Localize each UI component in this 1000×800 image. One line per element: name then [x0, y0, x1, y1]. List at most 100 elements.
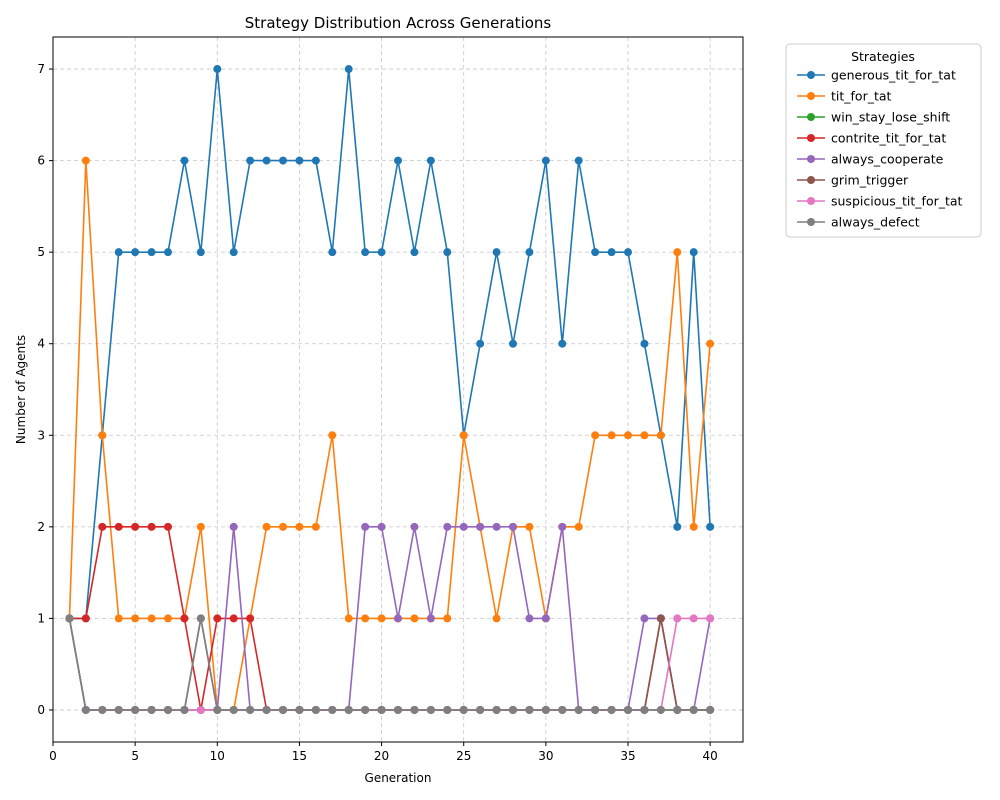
data-point: [328, 705, 337, 714]
data-point: [328, 431, 337, 440]
y-tick-label: 3: [37, 428, 45, 442]
legend-label: grim_trigger: [831, 173, 909, 188]
y-axis-label: Number of Agents: [14, 335, 28, 444]
data-point: [558, 339, 567, 348]
data-point: [607, 705, 616, 714]
data-point: [443, 522, 452, 531]
data-point: [311, 522, 320, 531]
legend-marker: [807, 197, 815, 205]
data-point: [574, 705, 583, 714]
series-always_defect: [65, 614, 715, 714]
series-win_stay_lose_shift: [65, 614, 715, 714]
data-point: [196, 248, 205, 257]
y-tick-label: 7: [37, 62, 45, 76]
data-point: [246, 705, 255, 714]
data-point: [361, 614, 370, 623]
data-point: [131, 522, 140, 531]
legend-label: contrite_tit_for_tat: [831, 131, 946, 146]
data-point: [311, 705, 320, 714]
data-point: [558, 705, 567, 714]
data-point: [624, 431, 632, 440]
data-point: [344, 65, 353, 74]
data-point: [279, 522, 287, 531]
data-point: [624, 248, 632, 257]
y-tick-label: 4: [37, 337, 45, 351]
data-point: [377, 522, 386, 531]
data-point: [131, 248, 140, 257]
data-point: [180, 614, 189, 623]
data-point: [607, 248, 616, 257]
data-point: [262, 156, 271, 165]
data-point: [410, 522, 419, 531]
data-point: [147, 522, 156, 531]
data-point: [229, 614, 238, 623]
data-point: [525, 248, 534, 257]
data-point: [706, 339, 715, 348]
data-point: [476, 705, 485, 714]
data-point: [81, 705, 90, 714]
series-line: [68, 618, 711, 711]
data-point: [377, 614, 386, 623]
data-point: [706, 614, 715, 623]
legend-marker: [807, 155, 815, 163]
data-point: [180, 705, 189, 714]
legend-item: always_cooperate: [797, 152, 944, 167]
data-point: [574, 522, 583, 531]
grid: [52, 37, 743, 742]
data-point: [689, 522, 698, 531]
data-point: [164, 522, 172, 531]
x-tick-label: 35: [620, 749, 635, 763]
y-tick-label: 2: [37, 520, 45, 534]
x-tick-label: 10: [210, 749, 225, 763]
x-axis-label: Generation: [365, 771, 432, 785]
data-point: [706, 705, 715, 714]
legend-marker: [807, 71, 815, 79]
data-point: [706, 522, 715, 531]
legend-label: generous_tit_for_tat: [831, 68, 956, 83]
data-point: [509, 339, 517, 348]
data-point: [164, 705, 172, 714]
legend-item: suspicious_tit_for_tat: [797, 194, 963, 209]
data-point: [443, 705, 452, 714]
data-point: [459, 431, 468, 440]
chart-title: Strategy Distribution Across Generations: [245, 14, 552, 32]
data-point: [164, 614, 172, 623]
x-tick-label: 30: [538, 749, 553, 763]
legend-marker: [807, 176, 815, 184]
data-point: [394, 156, 402, 165]
data-point: [361, 522, 370, 531]
y-tick-label: 5: [37, 245, 45, 259]
data-point: [114, 248, 123, 257]
data-point: [394, 705, 402, 714]
legend-title: Strategies: [851, 49, 915, 64]
data-point: [459, 705, 468, 714]
axis-ticks: 0 5 10 15 20 25 30 35 40 0 1 2 3 4 5 6 7: [37, 62, 717, 763]
data-point: [98, 431, 107, 440]
y-tick-label: 1: [37, 611, 45, 625]
data-point: [98, 705, 107, 714]
data-point: [295, 705, 304, 714]
data-point: [164, 248, 172, 257]
x-tick-label: 25: [456, 749, 471, 763]
data-point: [443, 248, 452, 257]
data-point: [509, 522, 517, 531]
data-point: [607, 431, 616, 440]
data-point: [344, 614, 353, 623]
data-point: [624, 705, 632, 714]
legend-marker: [807, 92, 815, 100]
data-point: [81, 156, 90, 165]
data-point: [114, 522, 123, 531]
legend-item: contrite_tit_for_tat: [797, 131, 946, 146]
plot-frame: [52, 36, 744, 743]
data-point: [558, 522, 567, 531]
legend-item: win_stay_lose_shift: [797, 110, 950, 125]
series-grim_trigger: [65, 614, 715, 714]
legend: Strategies generous_tit_for_tat tit_for_t…: [785, 43, 982, 238]
data-point: [459, 522, 468, 531]
data-point: [525, 522, 534, 531]
data-point: [131, 614, 140, 623]
data-point: [689, 614, 698, 623]
data-point: [295, 522, 304, 531]
data-point: [246, 614, 255, 623]
data-point: [492, 705, 501, 714]
